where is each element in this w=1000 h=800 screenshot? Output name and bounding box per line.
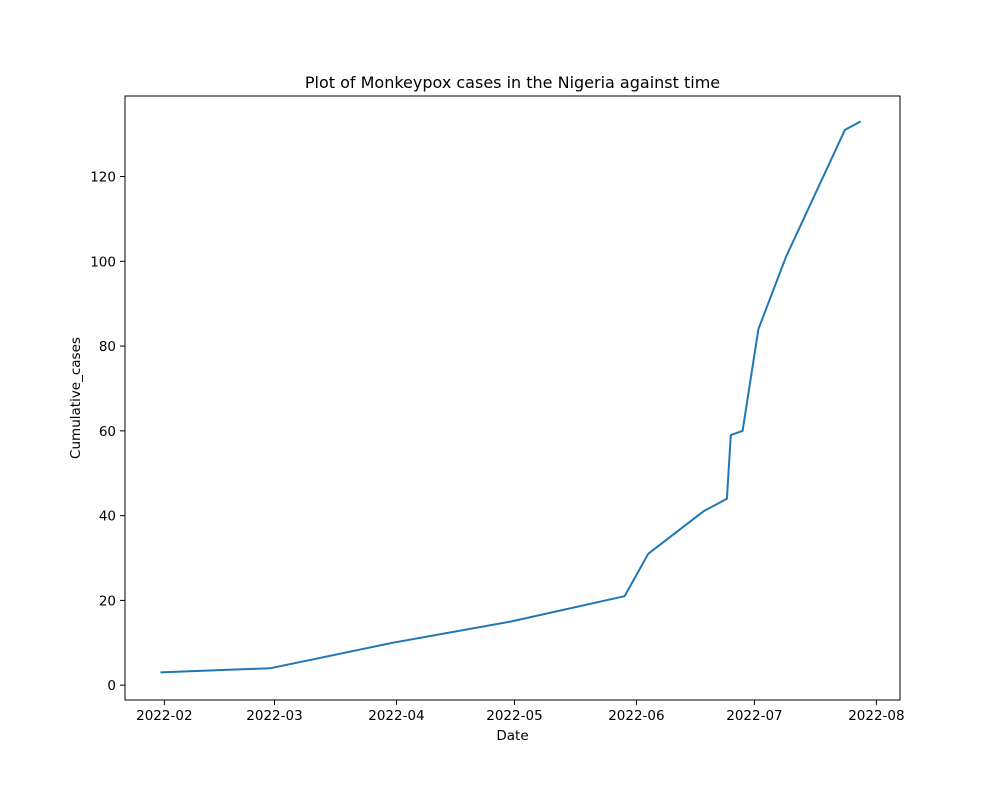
y-tick-label: 80 bbox=[99, 339, 116, 355]
chart-title: Plot of Monkeypox cases in the Nigeria a… bbox=[305, 73, 720, 92]
x-tick-label: 2022-03 bbox=[246, 708, 302, 724]
plot-area bbox=[125, 96, 900, 700]
x-axis-title: Date bbox=[496, 728, 528, 744]
y-tick-label: 0 bbox=[107, 678, 116, 694]
y-tick-label: 20 bbox=[99, 593, 116, 609]
y-axis-ticks: 0 20 40 60 80 100 120 bbox=[90, 170, 125, 694]
y-tick-label: 120 bbox=[90, 170, 116, 186]
x-tick-label: 2022-05 bbox=[486, 708, 542, 724]
plot-frame bbox=[124, 95, 901, 701]
y-tick-label: 100 bbox=[90, 254, 116, 270]
y-axis-title: Cumulative_cases bbox=[68, 337, 84, 459]
x-tick-label: 2022-06 bbox=[608, 708, 664, 724]
y-tick-label: 60 bbox=[99, 424, 116, 440]
x-tick-label: 2022-08 bbox=[848, 708, 904, 724]
x-tick-label: 2022-07 bbox=[726, 708, 782, 724]
y-tick-label: 40 bbox=[99, 509, 116, 525]
series-line bbox=[160, 120, 862, 674]
x-axis-ticks: 2022-02 2022-03 2022-04 2022-05 2022-06 2022-… bbox=[136, 700, 905, 724]
series-layer bbox=[160, 120, 862, 674]
x-tick-label: 2022-04 bbox=[368, 708, 424, 724]
x-tick-label: 2022-02 bbox=[136, 708, 192, 724]
